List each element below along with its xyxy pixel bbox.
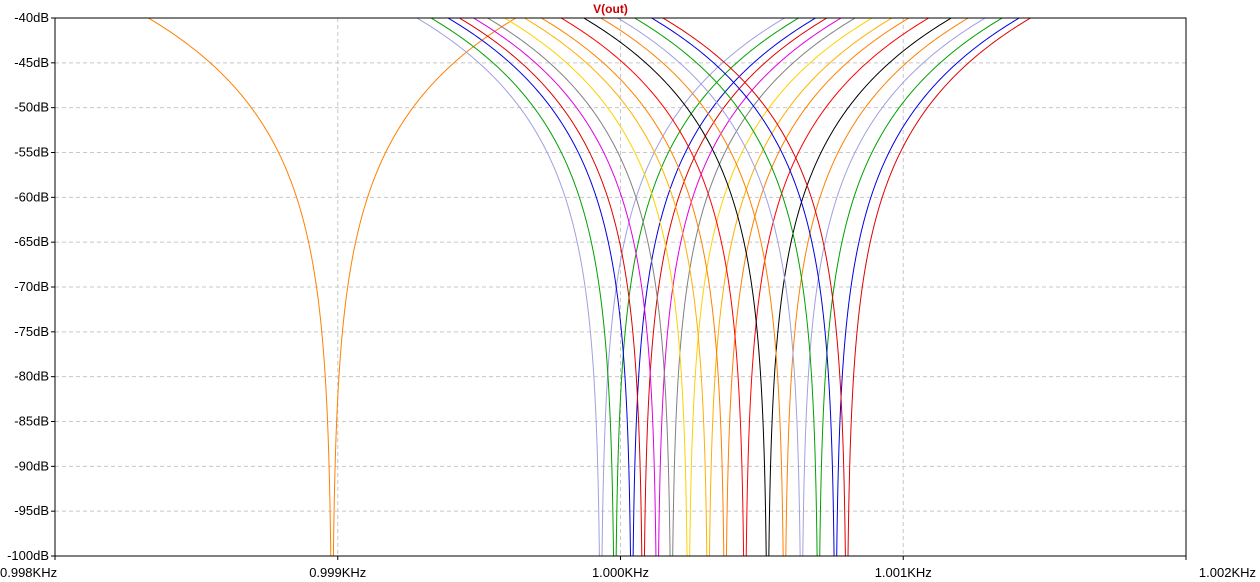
y-tick-label: -55dB (14, 145, 49, 160)
y-tick-label: -40dB (14, 10, 49, 25)
y-tick-label: -80dB (14, 369, 49, 384)
y-tick-label: -45dB (14, 55, 49, 70)
y-tick-label: -70dB (14, 279, 49, 294)
y-tick-label: -65dB (14, 234, 49, 249)
y-tick-label: -100dB (7, 548, 49, 563)
y-tick-label: -85dB (14, 414, 49, 429)
x-tick-label: 1.002KHz (1199, 565, 1256, 580)
y-tick-label: -50dB (14, 100, 49, 115)
y-tick-label: -95dB (14, 503, 49, 518)
chart-title: V(out) (593, 2, 628, 16)
y-tick-label: -75dB (14, 324, 49, 339)
x-axis: 0.998KHz 0.999KHz 1.000KHz 1.001KHz 1.002KHz (0, 556, 1256, 580)
y-tick-label: -60dB (14, 189, 49, 204)
x-tick-label: 0.999KHz (309, 565, 366, 580)
x-tick-label: 1.000KHz (592, 565, 649, 580)
grid-lines (55, 18, 1186, 556)
x-tick-label: 0.998KHz (0, 565, 57, 580)
x-tick-label: 1.001KHz (875, 565, 932, 580)
y-axis: -40dB -45dB -50dB -55dB -60dB -65dB -70dB -75dB… (7, 10, 55, 563)
y-tick-label: -90dB (14, 458, 49, 473)
